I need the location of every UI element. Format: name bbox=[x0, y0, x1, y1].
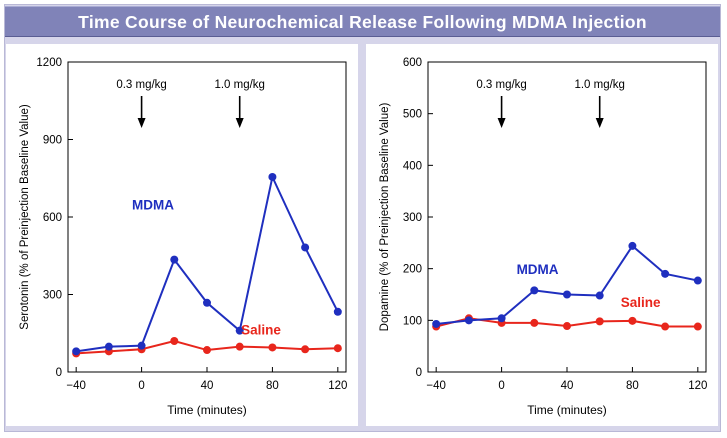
data-point-saline bbox=[333, 344, 342, 353]
x-axis-label: Time (minutes) bbox=[527, 403, 607, 417]
y-tick-label: 500 bbox=[403, 109, 422, 121]
x-tick-label: 0 bbox=[498, 380, 504, 392]
series-line-mdma bbox=[76, 173, 339, 353]
dose-arrow-head bbox=[497, 118, 506, 128]
dose-annotation: 1.0 mg/kg bbox=[574, 79, 625, 91]
series-label-mdma: MDMA bbox=[517, 262, 559, 277]
data-point-saline bbox=[595, 317, 604, 326]
data-point-mdma bbox=[301, 243, 310, 252]
x-tick-label: 40 bbox=[201, 380, 214, 392]
data-point-mdma bbox=[595, 291, 604, 300]
y-tick-label: 600 bbox=[43, 212, 62, 224]
data-point-saline bbox=[628, 316, 637, 325]
data-point-saline bbox=[203, 346, 211, 355]
data-point-mdma bbox=[563, 290, 571, 299]
series-label-saline: Saline bbox=[241, 323, 281, 338]
figure-title: Time Course of Neurochemical Release Fol… bbox=[78, 12, 647, 32]
data-point-mdma bbox=[137, 341, 146, 350]
y-tick-label: 100 bbox=[403, 315, 422, 327]
title-banner: Time Course of Neurochemical Release Fol… bbox=[5, 6, 720, 37]
y-tick-label: 400 bbox=[403, 160, 422, 172]
series-label-mdma: MDMA bbox=[132, 197, 174, 212]
y-tick-label: 0 bbox=[56, 367, 62, 379]
dose-arrow-head bbox=[595, 118, 604, 128]
series-label-saline: Saline bbox=[621, 295, 661, 310]
y-axis-label: Dopamine (% of Preinjection Baseline Val… bbox=[379, 103, 391, 332]
x-tick-label: 120 bbox=[328, 380, 347, 392]
plot-area-frame bbox=[67, 61, 347, 373]
data-point-mdma bbox=[661, 269, 670, 278]
y-tick-label: 300 bbox=[43, 290, 62, 302]
data-point-mdma bbox=[432, 319, 441, 328]
x-tick-label: −40 bbox=[66, 380, 86, 392]
dose-arrow-head bbox=[137, 118, 146, 128]
data-point-saline bbox=[301, 345, 310, 354]
data-point-saline bbox=[268, 343, 277, 352]
data-point-mdma bbox=[333, 307, 342, 316]
data-point-mdma bbox=[268, 172, 277, 181]
data-point-saline bbox=[170, 337, 179, 345]
x-tick-label: 40 bbox=[561, 380, 574, 392]
data-point-mdma bbox=[235, 326, 244, 335]
data-point-mdma bbox=[530, 286, 539, 295]
y-tick-label: 0 bbox=[416, 367, 422, 379]
series-line-mdma bbox=[436, 244, 699, 325]
data-point-mdma bbox=[104, 342, 113, 351]
x-tick-label: 0 bbox=[138, 380, 144, 392]
y-tick-label: 200 bbox=[403, 264, 422, 276]
dopamine-chart: 0 100 200 300 400 500 600 −40 0 40 80 120 Time (minu… bbox=[379, 57, 707, 417]
data-point-mdma bbox=[628, 241, 637, 250]
y-axis-label: Serotonin (% of Preinjection Baseline Va… bbox=[19, 104, 31, 330]
serotonin-chart-panel: 0 300 600 900 1200 −40 0 40 80 120 Time (minutes) S… bbox=[6, 44, 358, 426]
y-tick-label: 600 bbox=[403, 57, 422, 69]
dopamine-chart-panel: 0 100 200 300 400 500 600 −40 0 40 80 120 Time (minu… bbox=[366, 44, 718, 426]
data-point-mdma bbox=[497, 314, 506, 323]
y-tick-label: 1200 bbox=[36, 57, 62, 69]
dose-arrow-head bbox=[235, 118, 244, 128]
x-tick-label: −40 bbox=[426, 380, 446, 392]
data-point-saline bbox=[563, 322, 571, 331]
data-point-mdma bbox=[72, 347, 81, 356]
x-tick-label: 80 bbox=[266, 380, 279, 392]
data-point-mdma bbox=[170, 255, 179, 264]
data-point-mdma bbox=[203, 298, 211, 307]
data-point-mdma bbox=[693, 276, 702, 285]
y-tick-label: 900 bbox=[43, 135, 62, 147]
y-tick-label: 300 bbox=[403, 212, 422, 224]
data-point-saline bbox=[235, 342, 244, 351]
dose-annotation: 0.3 mg/kg bbox=[116, 79, 167, 91]
x-axis-label: Time (minutes) bbox=[167, 403, 247, 417]
data-point-mdma bbox=[464, 316, 473, 325]
x-tick-label: 80 bbox=[626, 380, 639, 392]
serotonin-chart: 0 300 600 900 1200 −40 0 40 80 120 Time (minutes) S… bbox=[19, 57, 347, 417]
dose-annotation: 0.3 mg/kg bbox=[476, 79, 527, 91]
data-point-saline bbox=[661, 322, 670, 331]
data-point-saline bbox=[693, 322, 702, 331]
data-point-saline bbox=[530, 318, 539, 327]
dose-annotation: 1.0 mg/kg bbox=[214, 79, 265, 91]
x-tick-label: 120 bbox=[688, 380, 707, 392]
